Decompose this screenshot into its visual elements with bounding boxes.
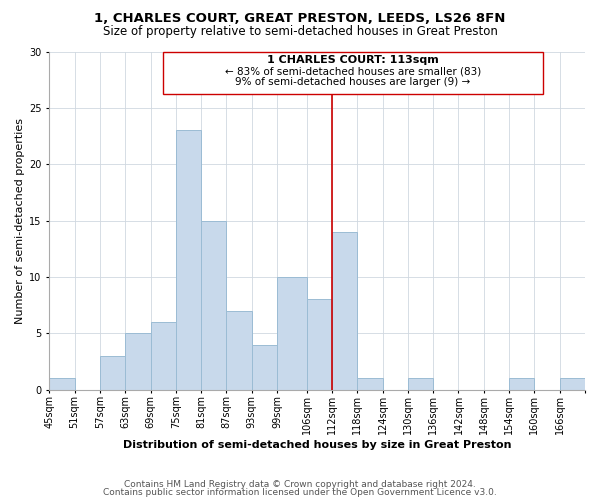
Bar [252,344,277,390]
Bar [100,356,125,390]
Text: Contains HM Land Registry data © Crown copyright and database right 2024.: Contains HM Land Registry data © Crown c… [124,480,476,489]
FancyBboxPatch shape [163,52,543,94]
Y-axis label: Number of semi-detached properties: Number of semi-detached properties [15,118,25,324]
Text: 9% of semi-detached houses are larger (9) →: 9% of semi-detached houses are larger (9… [235,78,470,88]
Bar [408,378,433,390]
X-axis label: Distribution of semi-detached houses by size in Great Preston: Distribution of semi-detached houses by … [123,440,511,450]
Bar [49,378,74,390]
Text: 1, CHARLES COURT, GREAT PRESTON, LEEDS, LS26 8FN: 1, CHARLES COURT, GREAT PRESTON, LEEDS, … [94,12,506,26]
Bar [560,378,585,390]
Bar [125,334,151,390]
Text: ← 83% of semi-detached houses are smaller (83): ← 83% of semi-detached houses are smalle… [225,66,481,76]
Bar [151,322,176,390]
Bar [357,378,383,390]
Text: Size of property relative to semi-detached houses in Great Preston: Size of property relative to semi-detach… [103,25,497,38]
Bar [307,300,332,390]
Bar [226,310,252,390]
Bar [509,378,535,390]
Bar [277,277,307,390]
Text: 1 CHARLES COURT: 113sqm: 1 CHARLES COURT: 113sqm [267,55,439,65]
Bar [201,220,226,390]
Bar [332,232,357,390]
Text: Contains public sector information licensed under the Open Government Licence v3: Contains public sector information licen… [103,488,497,497]
Bar [176,130,201,390]
